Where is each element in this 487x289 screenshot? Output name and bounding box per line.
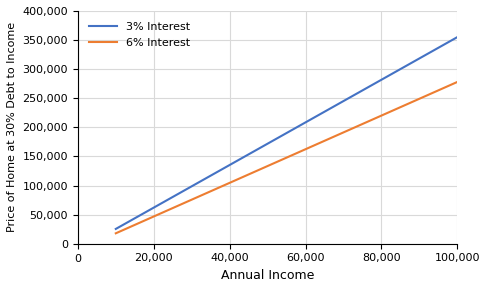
- Y-axis label: Price of Home at 30% Debt to Income: Price of Home at 30% Debt to Income: [7, 22, 17, 232]
- X-axis label: Annual Income: Annual Income: [221, 269, 314, 282]
- Legend: 3% Interest, 6% Interest: 3% Interest, 6% Interest: [83, 16, 195, 53]
